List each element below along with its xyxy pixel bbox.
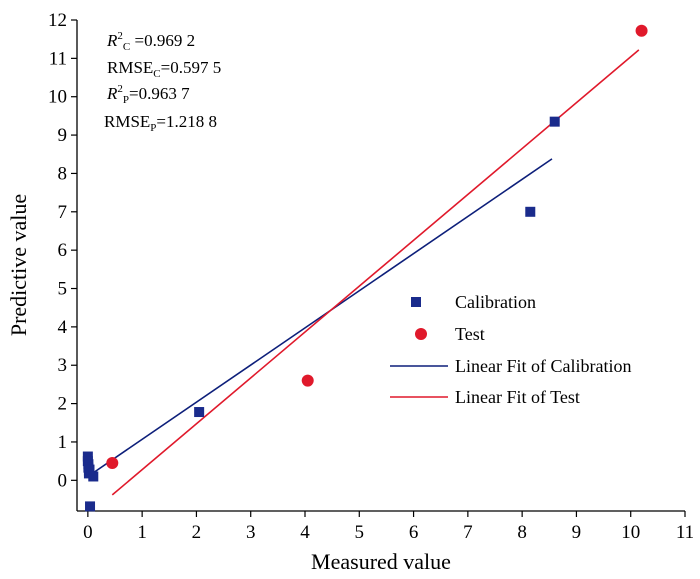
legend: Calibration Test Linear Fit of Calibration… bbox=[390, 292, 631, 407]
legend-swatch-calibration bbox=[411, 297, 421, 307]
y-tick-label: 11 bbox=[49, 48, 67, 69]
y-tick-label: 9 bbox=[58, 125, 68, 146]
y-tick-label: 2 bbox=[58, 394, 68, 415]
fit-line-calibration bbox=[87, 158, 553, 478]
x-tick-label: 1 bbox=[137, 522, 147, 543]
stat-line: RMSEC=0.597 5 bbox=[107, 58, 221, 80]
y-tick-label: 1 bbox=[58, 432, 68, 453]
x-tick-label: 9 bbox=[572, 522, 582, 543]
y-tick-label: 8 bbox=[58, 163, 68, 184]
stat-superscript: 2 bbox=[117, 83, 123, 95]
x-tick-label: 10 bbox=[621, 522, 640, 543]
y-tick-label: 10 bbox=[48, 87, 67, 108]
stat-value: =1.218 8 bbox=[156, 112, 217, 131]
calibration-point bbox=[84, 464, 95, 475]
legend-label: Linear Fit of Test bbox=[455, 387, 580, 407]
stat-subscript: P bbox=[123, 94, 129, 106]
x-tick-label: 6 bbox=[409, 522, 419, 543]
calibration-point bbox=[88, 471, 99, 482]
test-point bbox=[301, 374, 314, 387]
legend-label: Test bbox=[455, 324, 485, 344]
test-point bbox=[106, 457, 119, 470]
legend-label: Linear Fit of Calibration bbox=[455, 356, 631, 376]
stat-subscript: C bbox=[153, 68, 160, 80]
stat-line: R2C =0.969 2 bbox=[106, 30, 195, 53]
stat-symbol: RMSE bbox=[104, 112, 150, 131]
x-tick-label: 8 bbox=[517, 522, 527, 543]
x-axis-title: Measured value bbox=[311, 549, 451, 574]
y-axis-title: Predictive value bbox=[6, 194, 31, 336]
x-tick-label: 0 bbox=[83, 522, 93, 543]
x-ticks: 0 1 2 3 4 5 6 7 8 9 10 11 bbox=[83, 511, 694, 543]
x-tick-label: 3 bbox=[246, 522, 256, 543]
stat-subscript: C bbox=[123, 41, 130, 53]
calibration-point bbox=[549, 116, 560, 127]
y-tick-label: 12 bbox=[48, 10, 67, 31]
y-tick-label: 3 bbox=[58, 355, 68, 376]
y-tick-label: 4 bbox=[58, 317, 68, 338]
stat-value: =0.597 5 bbox=[161, 58, 222, 77]
x-tick-label: 7 bbox=[463, 522, 473, 543]
x-tick-label: 11 bbox=[676, 522, 694, 543]
stat-value: =0.969 2 bbox=[130, 31, 195, 50]
legend-label: Calibration bbox=[455, 292, 536, 312]
y-tick-label: 6 bbox=[58, 240, 68, 261]
y-tick-label: 5 bbox=[58, 279, 68, 300]
series-layer bbox=[82, 24, 648, 512]
stat-value: =0.963 7 bbox=[129, 84, 190, 103]
calibration-point bbox=[194, 407, 205, 418]
x-tick-label: 5 bbox=[355, 522, 365, 543]
stat-line: R2P=0.963 7 bbox=[106, 83, 190, 106]
test-point bbox=[635, 24, 648, 37]
calibration-point bbox=[525, 206, 536, 217]
stat-line: RMSEP=1.218 8 bbox=[104, 112, 217, 134]
legend-swatch-test bbox=[415, 328, 427, 340]
stat-symbol: R bbox=[106, 31, 118, 50]
x-tick-label: 4 bbox=[300, 522, 310, 543]
y-tick-label: 7 bbox=[58, 202, 68, 223]
stat-superscript: 2 bbox=[117, 30, 123, 42]
calibration-point bbox=[85, 501, 96, 512]
y-tick-label: 0 bbox=[58, 470, 68, 491]
stat-symbol: RMSE bbox=[107, 58, 153, 77]
stat-symbol: R bbox=[106, 84, 118, 103]
x-tick-label: 2 bbox=[192, 522, 202, 543]
stat-subscript: P bbox=[150, 122, 156, 134]
